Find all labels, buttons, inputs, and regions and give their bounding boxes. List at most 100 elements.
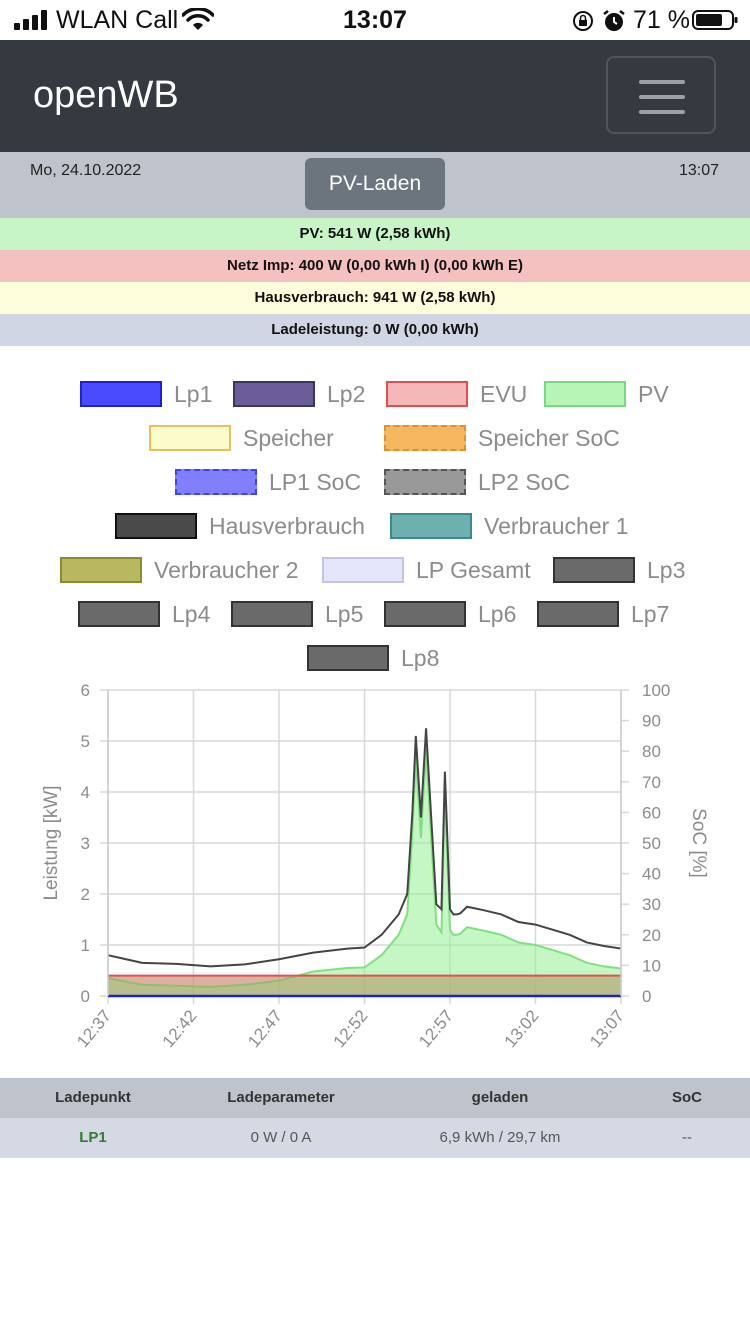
legend-item-speicher-soc[interactable]: Speicher SoC [384, 425, 620, 451]
legend-swatch [80, 381, 162, 407]
y2-tick-label: 60 [642, 803, 661, 822]
y2-tick-label: 10 [642, 956, 661, 975]
legend-item-lp-gesamt[interactable]: LP Gesamt [322, 557, 531, 583]
legend-label: LP2 SoC [478, 468, 571, 495]
legend-item-evu[interactable]: EVU [386, 381, 527, 407]
status-time: 13:07 [343, 6, 407, 34]
legend-label: LP1 SoC [269, 468, 362, 495]
legend-swatch [322, 557, 404, 583]
legend-swatch [386, 381, 468, 407]
legend-label: Verbraucher 2 [154, 556, 299, 583]
y2-tick-label: 20 [642, 926, 661, 945]
legend-label: Lp3 [647, 556, 686, 583]
legend-item-lp4[interactable]: Lp4 [78, 601, 210, 627]
brand-logo[interactable]: openWB [33, 74, 179, 116]
x-tick-label: 13:07 [586, 1006, 628, 1051]
soc-value: -- [682, 1129, 692, 1146]
carrier-label: WLAN Call [56, 6, 179, 34]
legend-item-lp2-soc[interactable]: LP2 SoC [384, 469, 570, 495]
y2-tick-label: 40 [642, 865, 661, 884]
legend-swatch [78, 601, 160, 627]
y2-axis-title: SoC [%] [688, 808, 709, 878]
current-date: Mo, 24.10.2022 [30, 162, 142, 179]
legend-label: PV [638, 380, 669, 407]
legend-label: Speicher [243, 424, 334, 451]
header-ladepunkt: Ladepunkt [55, 1089, 131, 1106]
grid-power-strip: Netz Imp: 400 W (0,00 kWh I) (0,00 kWh E… [0, 250, 750, 282]
battery-percent: 71 % [633, 6, 690, 34]
legend-item-hausverbrauch[interactable]: Hausverbrauch [115, 513, 365, 539]
series-hausverbrauch-line [107, 728, 622, 968]
legend-swatch [231, 601, 313, 627]
alarm-icon [603, 10, 625, 31]
legend-swatch [384, 469, 466, 495]
y-tick-label: 1 [81, 936, 90, 955]
legend-item-lp8[interactable]: Lp8 [307, 645, 439, 671]
legend-item-speicher[interactable]: Speicher [149, 425, 334, 451]
charge-point-name[interactable]: LP1 [79, 1129, 107, 1146]
legend-label: Lp8 [401, 644, 440, 671]
legend-label: Lp1 [174, 380, 213, 407]
legend-item-lp2[interactable]: Lp2 [233, 381, 365, 407]
charge-parameter: 0 W / 0 A [250, 1129, 312, 1146]
legend-label: Hausverbrauch [209, 512, 365, 539]
legend-item-lp6[interactable]: Lp6 [384, 601, 516, 627]
legend-item-verbraucher-2[interactable]: Verbraucher 2 [60, 557, 298, 583]
legend-label: Verbraucher 1 [484, 512, 629, 539]
menu-toggle-button[interactable] [606, 56, 716, 134]
legend-item-verbraucher-1[interactable]: Verbraucher 1 [390, 513, 628, 539]
legend-swatch [544, 381, 626, 407]
legend-label: Lp2 [327, 380, 366, 407]
y-tick-label: 6 [81, 681, 90, 700]
series-evu-overlap [108, 975, 621, 996]
legend-label: Lp7 [631, 600, 670, 627]
x-tick-label: 12:52 [330, 1006, 372, 1051]
series-pv-area [108, 748, 621, 996]
legend-label: EVU [480, 380, 528, 407]
y-tick-label: 4 [81, 783, 90, 802]
charge-point-table-header: Ladepunkt Ladeparameter geladen SoC [0, 1078, 750, 1118]
legend-label: Lp6 [478, 600, 517, 627]
y2-tick-label: 0 [642, 987, 651, 1006]
signal-icon [14, 10, 47, 30]
battery-icon [692, 10, 738, 30]
legend-label: Speicher SoC [478, 424, 620, 451]
y2-tick-label: 80 [642, 742, 661, 761]
x-tick-label: 12:57 [415, 1006, 457, 1051]
legend-item-lp3[interactable]: Lp3 [553, 557, 685, 583]
wifi-icon [182, 8, 214, 30]
legend-label: Lp4 [172, 600, 211, 627]
charge-mode-button[interactable]: PV-Laden [305, 158, 445, 210]
y-tick-label: 5 [81, 732, 90, 751]
legend-swatch [307, 645, 389, 671]
pv-power-strip: PV: 541 W (2,58 kWh) [0, 218, 750, 250]
legend-item-lp5[interactable]: Lp5 [231, 601, 363, 627]
legend-item-lp7[interactable]: Lp7 [537, 601, 669, 627]
header-ladeparameter: Ladeparameter [227, 1089, 335, 1106]
legend-swatch [149, 425, 231, 451]
x-tick-label: 12:42 [159, 1006, 201, 1051]
legend-swatch [115, 513, 197, 539]
status-bar: WLAN Call 13:07 71 % [0, 0, 750, 40]
y2-tick-label: 30 [642, 895, 661, 914]
y2-tick-label: 90 [642, 712, 661, 731]
charged-amount: 6,9 kWh / 29,7 km [439, 1129, 561, 1146]
current-time: 13:07 [678, 162, 719, 179]
header-geladen: geladen [471, 1089, 529, 1106]
legend-item-lp1[interactable]: Lp1 [80, 381, 212, 407]
legend-swatch [60, 557, 142, 583]
header-soc: SoC [672, 1089, 702, 1106]
legend-item-lp1-soc[interactable]: LP1 SoC [175, 469, 361, 495]
legend-swatch [233, 381, 315, 407]
legend-item-pv[interactable]: PV [544, 381, 669, 407]
rotation-lock-icon [573, 11, 593, 31]
charge-power-strip: Ladeleistung: 0 W (0,00 kWh) [0, 314, 750, 346]
legend-swatch [384, 425, 466, 451]
table-row: LP1 0 W / 0 A 6,9 kWh / 29,7 km -- [0, 1118, 750, 1158]
legend-swatch [553, 557, 635, 583]
y-tick-label: 0 [81, 987, 90, 1006]
y-axis-title: Leistung [kW] [41, 785, 62, 900]
x-tick-label: 13:02 [501, 1006, 543, 1051]
house-consumption-strip: Hausverbrauch: 941 W (2,58 kWh) [0, 282, 750, 314]
